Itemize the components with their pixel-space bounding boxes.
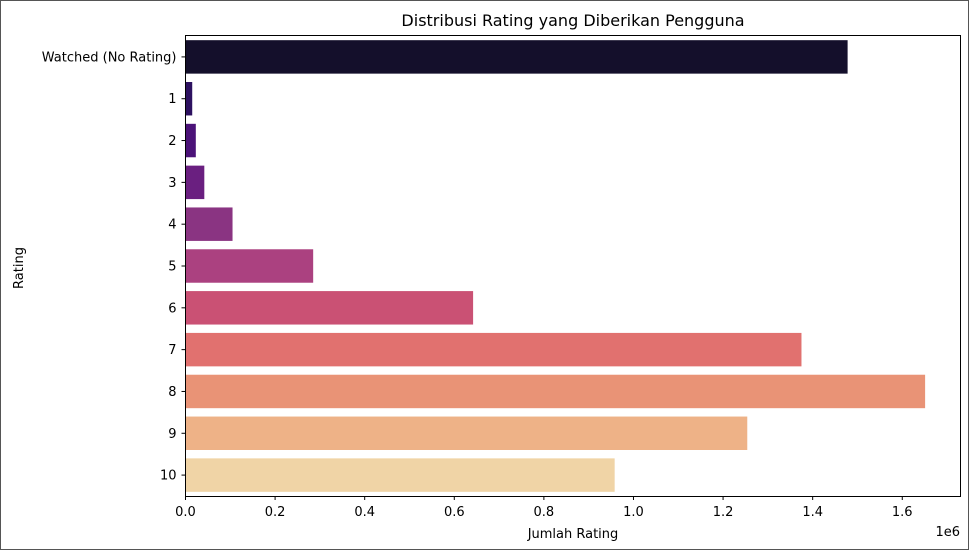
- bar-6: [185, 291, 474, 325]
- bar-watched-no-rating: [185, 40, 848, 74]
- x-tick-label: 1.4: [802, 505, 823, 520]
- bar-3: [185, 165, 205, 200]
- x-axis-label: Jumlah Rating: [527, 527, 619, 542]
- x-tick-label: 0.2: [265, 505, 286, 520]
- y-axis-ticks: Watched (No Rating) 1 2 3 4 5 6 7 8 9 10: [42, 50, 186, 484]
- y-tick-label: 3: [168, 176, 176, 191]
- x-tick-label: 1.0: [623, 505, 644, 520]
- bars: [185, 40, 926, 492]
- y-tick-label: 9: [168, 427, 176, 442]
- bar-1: [185, 82, 193, 116]
- y-tick-label: Watched (No Rating): [42, 50, 177, 65]
- bar-4: [185, 207, 233, 241]
- y-tick-label: 1: [168, 92, 176, 107]
- bar-9: [185, 416, 748, 450]
- bar-7: [185, 332, 802, 367]
- y-tick-label: 5: [168, 260, 176, 275]
- bar-8: [185, 374, 926, 409]
- x-axis-ticks: 0.0 0.2 0.4 0.6 0.8 1.0 1.2 1.4 1.6: [175, 496, 913, 520]
- y-tick-label: 2: [168, 134, 176, 149]
- y-tick-label: 10: [160, 469, 177, 484]
- y-tick-label: 8: [168, 385, 176, 400]
- x-tick-label: 0.0: [175, 505, 196, 520]
- y-tick-label: 7: [168, 343, 176, 358]
- x-tick-label: 0.4: [354, 505, 375, 520]
- bar-10: [185, 458, 615, 492]
- y-axis-label: Rating: [12, 247, 27, 289]
- x-tick-label: 1.2: [713, 505, 734, 520]
- chart-title: Distribusi Rating yang Diberikan Penggun…: [401, 11, 744, 30]
- bar-2: [185, 123, 196, 158]
- x-tick-label: 1.6: [892, 505, 913, 520]
- x-axis-offset-label: 1e6: [935, 525, 960, 540]
- x-tick-label: 0.8: [534, 505, 555, 520]
- x-tick-label: 0.6: [444, 505, 465, 520]
- bar-5: [185, 249, 314, 283]
- y-tick-label: 6: [168, 301, 176, 316]
- y-tick-label: 4: [168, 218, 176, 233]
